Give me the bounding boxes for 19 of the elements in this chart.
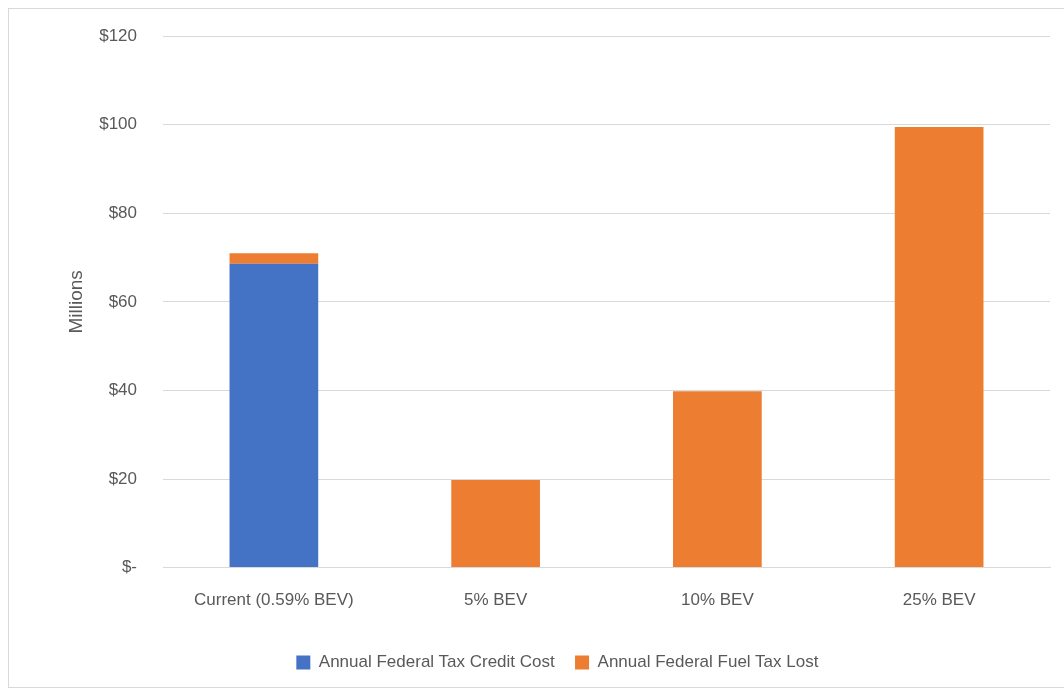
x-tick-label: 5% BEV [463, 590, 528, 610]
y-tick-label: $100 [99, 114, 137, 134]
bar [451, 479, 540, 568]
bar [673, 391, 762, 568]
y-tick-label: $60 [108, 291, 137, 311]
y-tick-label: $- [121, 557, 137, 577]
y-tick-label: $80 [108, 203, 137, 223]
bar [229, 263, 319, 568]
x-tick-label: Current (0.59% BEV) [194, 590, 354, 610]
x-tick-label: 10% BEV [680, 590, 755, 610]
y-axis-title: Millions [64, 270, 86, 334]
legend-label: Annual Federal Tax Credit Cost [318, 652, 556, 672]
y-tick-label: $120 [99, 25, 137, 45]
y-tick-label: $20 [108, 468, 137, 488]
legend-label: Annual Federal Fuel Tax Lost [597, 652, 819, 672]
x-tick-label: 25% BEV [902, 590, 977, 610]
bar [229, 253, 319, 264]
bar [894, 126, 984, 568]
y-tick-label: $40 [108, 380, 137, 400]
